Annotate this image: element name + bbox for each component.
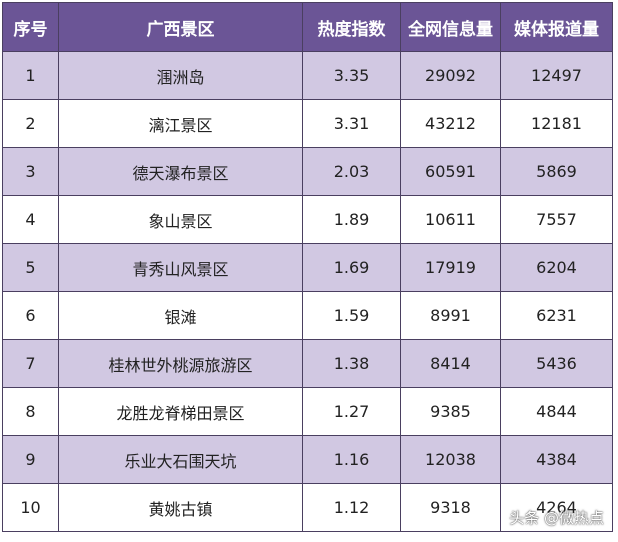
table-cell: 1.89 bbox=[302, 195, 401, 244]
table-row: 5 青秀山风景区 1.69 17919 6204 bbox=[2, 243, 613, 292]
table-cell: 漓江景区 bbox=[58, 99, 303, 148]
table-cell: 龙胜龙脊梯田景区 bbox=[58, 387, 303, 436]
table-cell: 5 bbox=[2, 243, 59, 292]
table-cell: 4 bbox=[2, 195, 59, 244]
table-row: 1 涠洲岛 3.35 29092 12497 bbox=[2, 51, 613, 100]
table-cell: 象山景区 bbox=[58, 195, 303, 244]
table-cell: 10611 bbox=[400, 195, 501, 244]
table-cell: 5436 bbox=[500, 339, 613, 388]
table-cell: 3.35 bbox=[302, 51, 401, 100]
table-cell: 1.69 bbox=[302, 243, 401, 292]
table-row: 6 银滩 1.59 8991 6231 bbox=[2, 291, 613, 340]
table-cell: 黄姚古镇 bbox=[58, 483, 303, 532]
table-cell: 银滩 bbox=[58, 291, 303, 340]
table-cell: 4264 bbox=[500, 483, 613, 532]
table-row: 4 象山景区 1.89 10611 7557 bbox=[2, 195, 613, 244]
table-cell: 29092 bbox=[400, 51, 501, 100]
table-cell: 4844 bbox=[500, 387, 613, 436]
table-row: 10 黄姚古镇 1.12 9318 4264 bbox=[2, 483, 613, 532]
table-row: 3 德天瀑布景区 2.03 60591 5869 bbox=[2, 147, 613, 196]
table-cell: 9318 bbox=[400, 483, 501, 532]
table-row: 8 龙胜龙脊梯田景区 1.27 9385 4844 bbox=[2, 387, 613, 436]
table-cell: 4384 bbox=[500, 435, 613, 484]
table-cell: 12038 bbox=[400, 435, 501, 484]
table-cell: 12181 bbox=[500, 99, 613, 148]
header-cell: 热度指数 bbox=[302, 2, 401, 52]
table-cell: 43212 bbox=[400, 99, 501, 148]
table-cell: 5869 bbox=[500, 147, 613, 196]
header-cell: 全网信息量 bbox=[400, 2, 501, 52]
table-row: 7 桂林世外桃源旅游区 1.38 8414 5436 bbox=[2, 339, 613, 388]
table-cell: 9385 bbox=[400, 387, 501, 436]
table-cell: 6 bbox=[2, 291, 59, 340]
table-cell: 德天瀑布景区 bbox=[58, 147, 303, 196]
table-cell: 12497 bbox=[500, 51, 613, 100]
table-body: 1 涠洲岛 3.35 29092 12497 2 漓江景区 3.31 43212 12181 3 德天… bbox=[2, 51, 613, 532]
table-cell: 10 bbox=[2, 483, 59, 532]
table-cell: 8 bbox=[2, 387, 59, 436]
table-cell: 1.38 bbox=[302, 339, 401, 388]
table-cell: 2.03 bbox=[302, 147, 401, 196]
table-cell: 1.59 bbox=[302, 291, 401, 340]
ranking-table: 序号 广西景区 热度指数 全网信息量 媒体报道量 1 涠洲岛 3.35 29092 12497 2… bbox=[2, 2, 613, 532]
table-cell: 1.12 bbox=[302, 483, 401, 532]
header-cell: 媒体报道量 bbox=[500, 2, 613, 52]
table-cell: 涠洲岛 bbox=[58, 51, 303, 100]
table-cell: 青秀山风景区 bbox=[58, 243, 303, 292]
table-row: 2 漓江景区 3.31 43212 12181 bbox=[2, 99, 613, 148]
table-cell: 乐业大石围天坑 bbox=[58, 435, 303, 484]
header-row: 序号 广西景区 热度指数 全网信息量 媒体报道量 bbox=[2, 2, 613, 52]
table-cell: 7 bbox=[2, 339, 59, 388]
table-cell: 60591 bbox=[400, 147, 501, 196]
table-cell: 3 bbox=[2, 147, 59, 196]
table-cell: 桂林世外桃源旅游区 bbox=[58, 339, 303, 388]
table-cell: 8991 bbox=[400, 291, 501, 340]
table-cell: 17919 bbox=[400, 243, 501, 292]
table-cell: 2 bbox=[2, 99, 59, 148]
table-cell: 1.16 bbox=[302, 435, 401, 484]
table-cell: 8414 bbox=[400, 339, 501, 388]
watermark: 头条 @微热点 bbox=[509, 509, 604, 527]
table-cell: 9 bbox=[2, 435, 59, 484]
table-cell: 1 bbox=[2, 51, 59, 100]
table-cell: 7557 bbox=[500, 195, 613, 244]
table-cell: 1.27 bbox=[302, 387, 401, 436]
header-cell: 序号 bbox=[2, 2, 59, 52]
header-cell: 广西景区 bbox=[58, 2, 303, 52]
table-cell: 6231 bbox=[500, 291, 613, 340]
table-cell: 3.31 bbox=[302, 99, 401, 148]
table-cell: 6204 bbox=[500, 243, 613, 292]
table-row: 9 乐业大石围天坑 1.16 12038 4384 bbox=[2, 435, 613, 484]
